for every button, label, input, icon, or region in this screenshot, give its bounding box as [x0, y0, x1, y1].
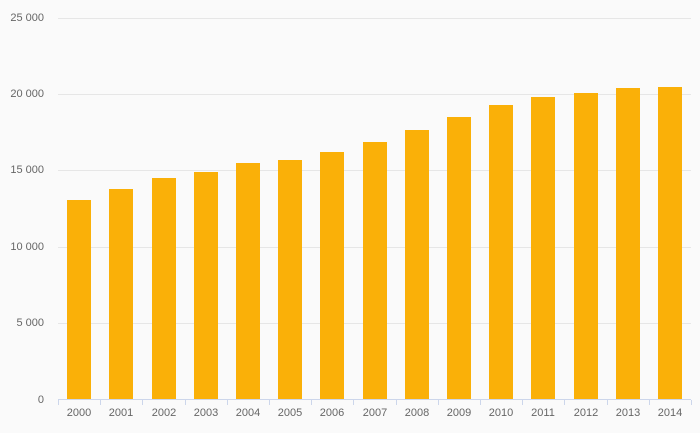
y-axis-tick-label: 5 000 [16, 317, 44, 329]
bar-2005[interactable] [278, 160, 302, 400]
bar-2010[interactable] [489, 105, 513, 400]
x-axis-tick-label: 2002 [151, 407, 177, 419]
bar-2000[interactable] [67, 200, 91, 400]
x-axis-tick-mark [100, 400, 101, 405]
x-axis-tick-mark [438, 400, 439, 405]
bar-2007[interactable] [363, 142, 387, 400]
y-axis-tick-label: 15 000 [10, 164, 44, 176]
x-axis-tick-mark [185, 400, 186, 405]
bar-2003[interactable] [194, 172, 218, 400]
x-axis-tick-label: 2005 [277, 407, 303, 419]
x-axis-tick-label: 2009 [446, 407, 472, 419]
bar-2011[interactable] [531, 97, 555, 400]
bar-2004[interactable] [236, 163, 260, 400]
gridline [58, 18, 691, 19]
x-axis-tick-label: 2003 [193, 407, 219, 419]
x-axis-tick-label: 2011 [531, 407, 555, 419]
x-axis-tick-mark [353, 400, 354, 405]
x-axis-tick-label: 2012 [573, 407, 599, 419]
x-axis-tick-mark [227, 400, 228, 405]
x-axis-tick-label: 2013 [615, 407, 641, 419]
x-axis-tick-mark [564, 400, 565, 405]
x-axis-tick-mark [58, 400, 59, 405]
bar-2009[interactable] [447, 117, 471, 400]
x-axis-tick-mark [311, 400, 312, 405]
bar-2014[interactable] [658, 87, 682, 400]
gridline [58, 94, 691, 95]
bar-2001[interactable] [109, 189, 133, 400]
bar-2013[interactable] [616, 88, 640, 400]
bar-2008[interactable] [405, 130, 429, 400]
x-axis-tick-label: 2010 [488, 407, 514, 419]
bar-2006[interactable] [320, 152, 344, 400]
x-axis-tick-mark [142, 400, 143, 405]
y-axis-tick-label: 0 [37, 394, 44, 406]
x-axis-tick-label: 2008 [404, 407, 430, 419]
x-axis-tick-mark [691, 400, 692, 405]
bar-2002[interactable] [152, 178, 176, 400]
y-axis-tick-label: 20 000 [10, 88, 44, 100]
x-axis-tick-mark [396, 400, 397, 405]
x-axis-tick-mark [269, 400, 270, 405]
x-axis-tick-label: 2014 [657, 407, 683, 419]
x-axis-tick-mark [649, 400, 650, 405]
x-axis-tick-label: 2007 [362, 407, 388, 419]
x-axis-tick-label: 2004 [235, 407, 261, 419]
x-axis-line [58, 399, 691, 400]
y-axis-tick-label: 25 000 [10, 12, 44, 24]
x-axis-tick-mark [607, 400, 608, 405]
y-axis-tick-label: 10 000 [10, 241, 44, 253]
bar-2012[interactable] [574, 93, 598, 400]
x-axis-tick-label: 2001 [108, 407, 134, 419]
x-axis-tick-label: 2006 [319, 407, 345, 419]
x-axis-tick-mark [480, 400, 481, 405]
x-axis-tick-label: 2000 [66, 407, 92, 419]
x-axis-tick-mark [522, 400, 523, 405]
